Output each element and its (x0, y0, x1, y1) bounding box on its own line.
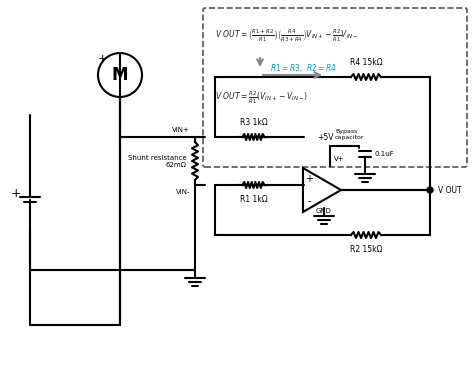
Text: +: + (305, 174, 313, 184)
Text: $V\ OUT = \frac{R2}{R1}(V_{IN+} - V_{IN-})$: $V\ OUT = \frac{R2}{R1}(V_{IN+} - V_{IN-… (215, 90, 308, 106)
Text: Bypass
capacitor: Bypass capacitor (335, 129, 365, 140)
Text: $R1=R3,\ R2=R4$: $R1=R3,\ R2=R4$ (270, 62, 337, 74)
Text: 0.1uF: 0.1uF (375, 151, 395, 157)
Text: R3 1kΩ: R3 1kΩ (240, 118, 267, 127)
Text: GND: GND (316, 208, 332, 214)
Text: +5V: +5V (317, 133, 333, 142)
Text: Shunt resistance
62mΩ: Shunt resistance 62mΩ (128, 154, 187, 167)
Text: +: + (97, 54, 107, 64)
Text: V OUT: V OUT (438, 186, 462, 194)
Text: R1 1kΩ: R1 1kΩ (240, 195, 267, 204)
Circle shape (427, 187, 433, 193)
Text: V+: V+ (334, 156, 345, 162)
Text: R4 15kΩ: R4 15kΩ (350, 58, 383, 67)
Text: R2 15kΩ: R2 15kΩ (350, 245, 382, 254)
Text: $V\ OUT = \left(\frac{R1+R2}{R1}\right)\left(\frac{R4}{R3+R4}\right)V_{IN+} - \f: $V\ OUT = \left(\frac{R1+R2}{R1}\right)\… (215, 28, 359, 44)
Text: VIN+: VIN+ (172, 127, 190, 133)
Text: VIN-: VIN- (175, 189, 190, 195)
Text: +: + (11, 186, 21, 199)
Text: -: - (307, 196, 310, 206)
Text: M: M (112, 66, 128, 84)
